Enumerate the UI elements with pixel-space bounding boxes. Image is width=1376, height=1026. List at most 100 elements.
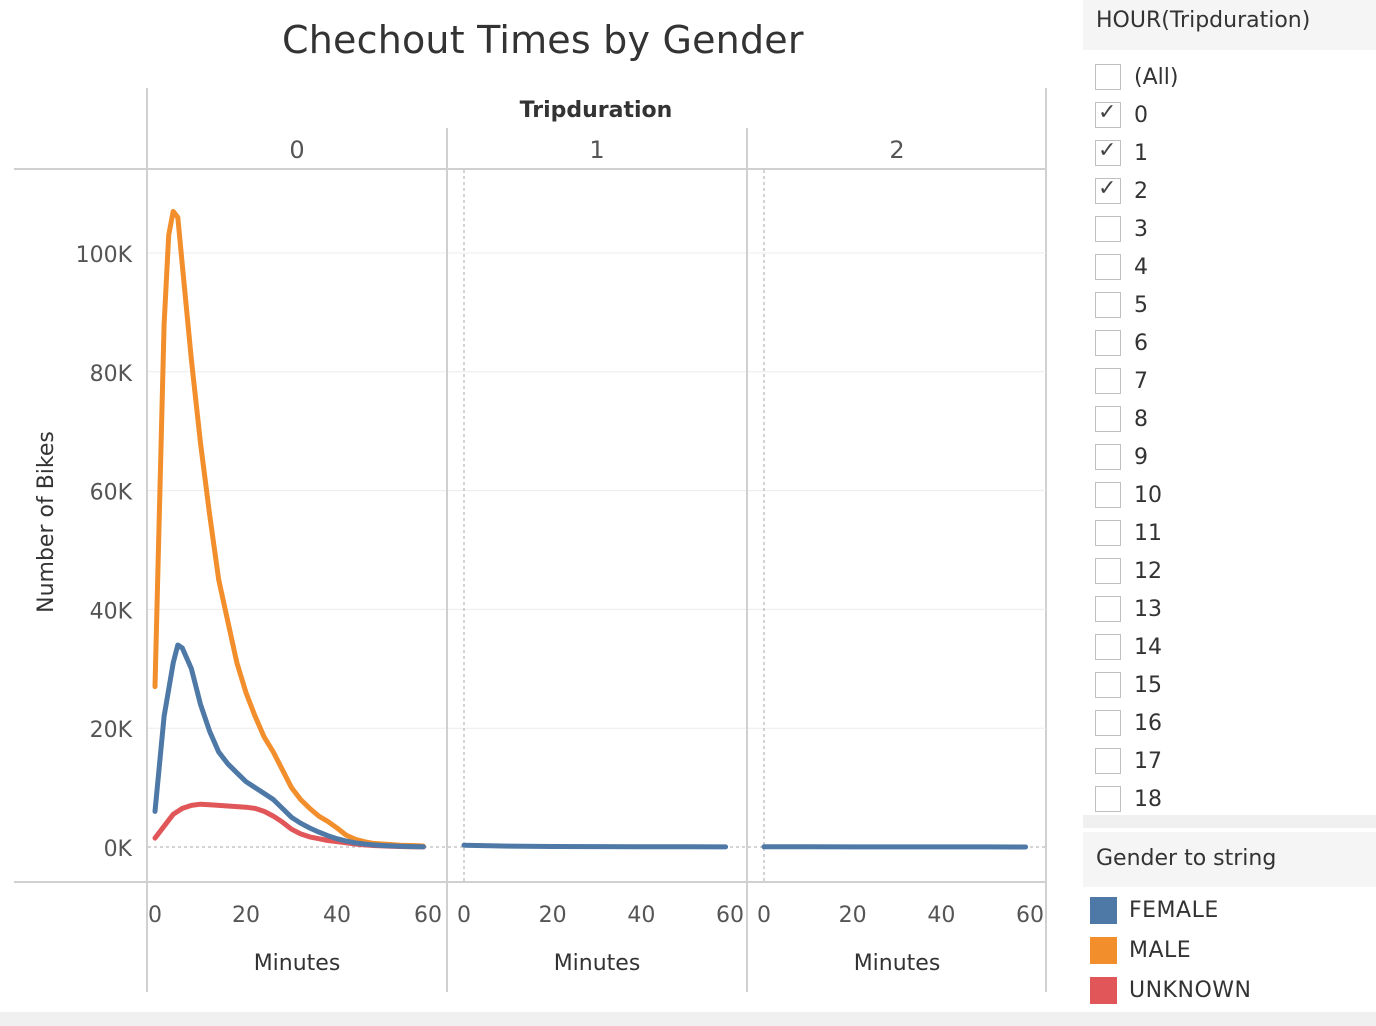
legend-item-male[interactable]: MALE (1090, 936, 1191, 964)
x-tick-label: 0 (457, 903, 471, 928)
filter-item-label: 17 (1134, 748, 1162, 774)
x-tick-label: 40 (627, 903, 655, 928)
panel-header-label: 0 (289, 136, 304, 164)
x-tick-label: 40 (323, 903, 351, 928)
filter-item-label: 0 (1134, 102, 1148, 128)
filter-item-3[interactable]: 3 (1095, 214, 1148, 244)
checkbox[interactable] (1095, 520, 1121, 546)
checkbox[interactable] (1095, 216, 1121, 242)
checkbox[interactable] (1095, 748, 1121, 774)
y-tick-label: 100K (76, 243, 133, 268)
filter-item-14[interactable]: 14 (1095, 632, 1162, 662)
filter-item-4[interactable]: 4 (1095, 252, 1148, 282)
legend-label: MALE (1129, 937, 1192, 963)
legend-swatch (1090, 896, 1117, 924)
checkbox[interactable] (1095, 672, 1121, 698)
legend-swatch (1090, 936, 1117, 964)
checkbox[interactable] (1095, 482, 1121, 508)
filter-item-10[interactable]: 10 (1095, 480, 1162, 510)
filter-item-label: 7 (1134, 368, 1148, 394)
x-axis-label: Minutes (554, 951, 641, 976)
filter-item-18[interactable]: 18 (1095, 784, 1162, 814)
filter-item-all[interactable]: (All) (1095, 62, 1178, 92)
y-tick-label: 80K (90, 362, 133, 387)
checkbox[interactable] (1095, 368, 1121, 394)
chart-canvas: Tripduration 0K 20K 40K 60K 80K 100K Number of … (14, 88, 1047, 992)
filter-item-12[interactable]: 12 (1095, 556, 1162, 586)
filter-item-label: 18 (1134, 786, 1162, 812)
x-tick-label: 60 (716, 903, 744, 928)
filter-item-label: 4 (1134, 254, 1148, 280)
filter-item-16[interactable]: 16 (1095, 708, 1162, 738)
filter-item-2[interactable]: 2 (1095, 176, 1148, 206)
filter-item-label: 2 (1134, 178, 1148, 204)
checkbox[interactable] (1095, 330, 1121, 356)
filter-item-label: (All) (1134, 64, 1179, 90)
filter-item-5[interactable]: 5 (1095, 290, 1148, 320)
y-tick-label: 20K (90, 718, 133, 743)
filter-item-17[interactable]: 17 (1095, 746, 1162, 776)
y-tick-label: 60K (90, 481, 133, 506)
filter-item-6[interactable]: 6 (1095, 328, 1148, 358)
legend-item-female[interactable]: FEMALE (1090, 896, 1219, 924)
filter-item-label: 3 (1134, 216, 1148, 242)
filter-item-label: 14 (1134, 634, 1162, 660)
checkbox[interactable] (1095, 100, 1121, 128)
checkbox[interactable] (1095, 558, 1121, 584)
filter-title: HOUR(Tripduration) (1083, 0, 1376, 50)
checkbox[interactable] (1095, 444, 1121, 470)
filter-item-label: 13 (1134, 596, 1162, 622)
checkbox[interactable] (1095, 634, 1121, 660)
filter-item-0[interactable]: 0 (1095, 100, 1148, 130)
legend-title: Gender to string (1083, 832, 1376, 887)
bottom-scrollbar (0, 1012, 1376, 1026)
panel-header-label: 1 (589, 136, 604, 164)
checkbox[interactable] (1095, 138, 1121, 166)
legend-swatch (1090, 976, 1117, 1004)
filter-item-label: 10 (1134, 482, 1162, 508)
checkbox[interactable] (1095, 292, 1121, 318)
x-axis-label: Minutes (854, 951, 941, 976)
x-tick-label: 60 (414, 903, 442, 928)
series-line-female (152, 642, 426, 850)
x-tick-label: 0 (148, 903, 162, 928)
filter-item-label: 8 (1134, 406, 1148, 432)
x-tick-label: 60 (1016, 903, 1044, 928)
y-axis-label: Number of Bikes (34, 431, 59, 613)
filter-item-7[interactable]: 7 (1095, 366, 1148, 396)
checkbox[interactable] (1095, 64, 1121, 90)
x-tick-label: 20 (539, 903, 567, 928)
column-header: Tripduration (520, 98, 673, 123)
filter-item-label: 15 (1134, 672, 1162, 698)
filter-item-13[interactable]: 13 (1095, 594, 1162, 624)
checkbox[interactable] (1095, 254, 1121, 280)
filter-item-label: 1 (1134, 140, 1148, 166)
filter-item-label: 11 (1134, 520, 1162, 546)
hour-filter-list[interactable]: (All)0123456789101112131415161718 (1083, 50, 1376, 815)
series-line-female (461, 842, 729, 850)
filter-item-1[interactable]: 1 (1095, 138, 1148, 168)
checkbox[interactable] (1095, 710, 1121, 736)
legend-label: FEMALE (1129, 897, 1219, 923)
filter-item-9[interactable]: 9 (1095, 442, 1148, 472)
checkbox[interactable] (1095, 176, 1121, 204)
filter-item-label: 5 (1134, 292, 1148, 318)
checkbox[interactable] (1095, 596, 1121, 622)
checkbox[interactable] (1095, 406, 1121, 432)
filter-item-8[interactable]: 8 (1095, 404, 1148, 434)
filter-item-15[interactable]: 15 (1095, 670, 1162, 700)
series-line-male (152, 208, 426, 849)
y-tick-label: 0K (104, 837, 133, 862)
legend-label: UNKNOWN (1129, 977, 1252, 1003)
filter-item-label: 9 (1134, 444, 1148, 470)
x-axis-label: Minutes (254, 951, 341, 976)
x-tick-label: 0 (757, 903, 771, 928)
panel-header-label: 2 (889, 136, 904, 164)
checkbox[interactable] (1095, 786, 1121, 812)
filter-item-label: 16 (1134, 710, 1162, 736)
filter-item-11[interactable]: 11 (1095, 518, 1162, 548)
y-tick-label: 40K (90, 599, 133, 624)
filter-item-label: 6 (1134, 330, 1148, 356)
series-line-unknown (152, 801, 426, 850)
legend-item-unknown[interactable]: UNKNOWN (1090, 976, 1251, 1004)
